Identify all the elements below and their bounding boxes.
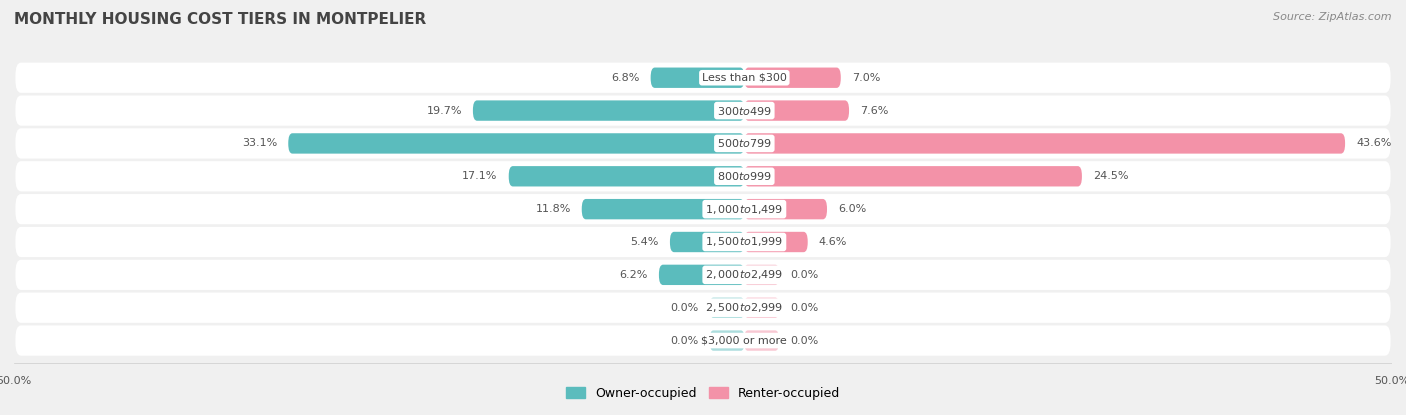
FancyBboxPatch shape — [669, 232, 744, 252]
Text: $2,500 to $2,999: $2,500 to $2,999 — [706, 301, 783, 314]
FancyBboxPatch shape — [15, 194, 1391, 224]
Text: 0.0%: 0.0% — [671, 336, 699, 346]
Text: 6.0%: 6.0% — [838, 204, 866, 214]
Text: 24.5%: 24.5% — [1092, 171, 1129, 181]
FancyBboxPatch shape — [744, 199, 827, 219]
FancyBboxPatch shape — [744, 133, 1346, 154]
FancyBboxPatch shape — [659, 265, 744, 285]
FancyBboxPatch shape — [472, 100, 744, 121]
FancyBboxPatch shape — [744, 166, 1083, 186]
FancyBboxPatch shape — [710, 330, 744, 351]
FancyBboxPatch shape — [509, 166, 744, 186]
Text: 11.8%: 11.8% — [536, 204, 571, 214]
Legend: Owner-occupied, Renter-occupied: Owner-occupied, Renter-occupied — [567, 387, 839, 400]
Text: 4.6%: 4.6% — [818, 237, 848, 247]
Text: 0.0%: 0.0% — [790, 303, 818, 313]
Text: $800 to $999: $800 to $999 — [717, 170, 772, 182]
FancyBboxPatch shape — [15, 260, 1391, 290]
Text: 0.0%: 0.0% — [790, 270, 818, 280]
FancyBboxPatch shape — [651, 68, 744, 88]
FancyBboxPatch shape — [744, 265, 779, 285]
Text: $2,000 to $2,499: $2,000 to $2,499 — [706, 269, 783, 281]
FancyBboxPatch shape — [744, 330, 779, 351]
Text: 33.1%: 33.1% — [242, 139, 277, 149]
FancyBboxPatch shape — [288, 133, 744, 154]
Text: 6.2%: 6.2% — [620, 270, 648, 280]
FancyBboxPatch shape — [744, 100, 849, 121]
FancyBboxPatch shape — [582, 199, 744, 219]
Text: $1,000 to $1,499: $1,000 to $1,499 — [706, 203, 783, 216]
Text: $500 to $799: $500 to $799 — [717, 137, 772, 149]
Text: Less than $300: Less than $300 — [702, 73, 787, 83]
Text: 19.7%: 19.7% — [426, 105, 461, 116]
Text: 7.6%: 7.6% — [860, 105, 889, 116]
FancyBboxPatch shape — [15, 63, 1391, 93]
FancyBboxPatch shape — [15, 95, 1391, 126]
FancyBboxPatch shape — [710, 298, 744, 318]
Text: $300 to $499: $300 to $499 — [717, 105, 772, 117]
Text: 0.0%: 0.0% — [671, 303, 699, 313]
FancyBboxPatch shape — [15, 293, 1391, 323]
Text: $1,500 to $1,999: $1,500 to $1,999 — [706, 235, 783, 249]
Text: Source: ZipAtlas.com: Source: ZipAtlas.com — [1274, 12, 1392, 22]
FancyBboxPatch shape — [744, 232, 807, 252]
FancyBboxPatch shape — [15, 161, 1391, 191]
FancyBboxPatch shape — [15, 325, 1391, 356]
Text: 6.8%: 6.8% — [612, 73, 640, 83]
Text: 43.6%: 43.6% — [1357, 139, 1392, 149]
Text: 17.1%: 17.1% — [463, 171, 498, 181]
Text: MONTHLY HOUSING COST TIERS IN MONTPELIER: MONTHLY HOUSING COST TIERS IN MONTPELIER — [14, 12, 426, 27]
Text: 7.0%: 7.0% — [852, 73, 880, 83]
Text: $3,000 or more: $3,000 or more — [702, 336, 787, 346]
FancyBboxPatch shape — [744, 68, 841, 88]
FancyBboxPatch shape — [744, 298, 779, 318]
FancyBboxPatch shape — [15, 128, 1391, 159]
Text: 5.4%: 5.4% — [630, 237, 659, 247]
FancyBboxPatch shape — [15, 227, 1391, 257]
Text: 0.0%: 0.0% — [790, 336, 818, 346]
